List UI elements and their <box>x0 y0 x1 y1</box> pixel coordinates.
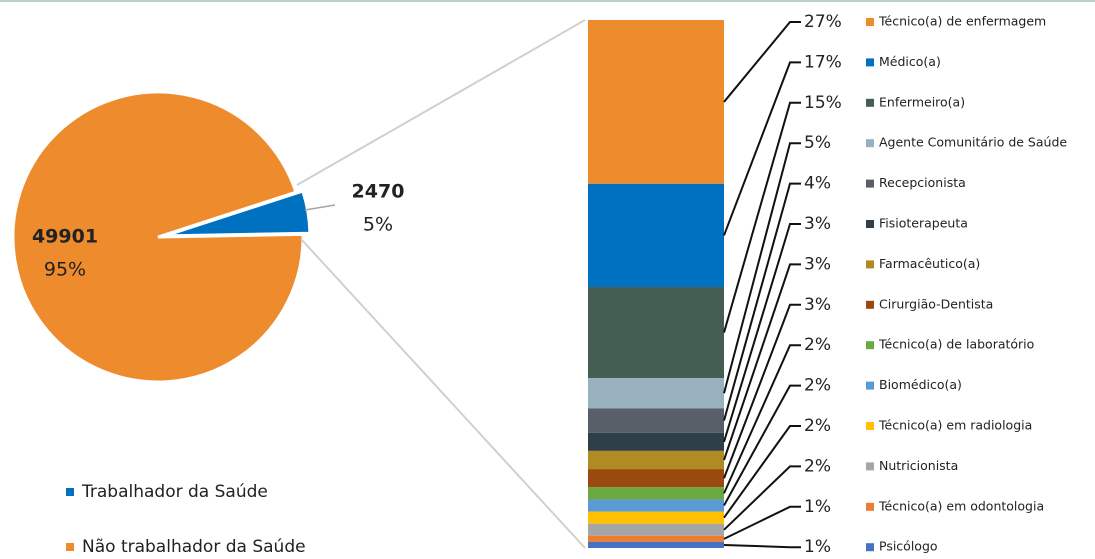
leader-line <box>723 182 801 421</box>
value-label: 1% <box>804 497 831 517</box>
bar-segment <box>588 183 724 288</box>
value-label: 1% <box>804 537 831 557</box>
legend-swatch <box>866 139 874 148</box>
value-label: 2% <box>804 335 831 355</box>
bar-segment <box>588 523 724 536</box>
legend-swatch <box>66 488 74 496</box>
value-label: 17% <box>804 52 842 72</box>
value-label: 3% <box>804 295 831 315</box>
leader-line <box>723 223 801 443</box>
legend-label: Fisioterapeuta <box>879 216 968 231</box>
legend-label: Biomédico(a) <box>879 377 962 392</box>
leader-line <box>723 465 801 531</box>
leader-line <box>723 303 801 479</box>
bar-segment <box>588 287 724 379</box>
legend-swatch <box>66 543 74 551</box>
connector-line <box>296 19 586 186</box>
leader-line <box>723 344 801 494</box>
value-label: 15% <box>804 93 842 113</box>
legend-label: Enfermeiro(a) <box>879 94 965 109</box>
value-label: 4% <box>804 174 831 194</box>
leader-line <box>723 425 801 519</box>
pie-percent-label: 95% <box>44 259 86 281</box>
legend-swatch <box>866 220 874 228</box>
value-label: 5% <box>804 133 831 153</box>
leader-line <box>723 142 801 394</box>
bar-segment <box>588 450 724 470</box>
pie-percent-label: 5% <box>363 214 393 236</box>
legend-label: Não trabalhador da Saúde <box>82 537 306 557</box>
legend-swatch <box>866 381 874 390</box>
legend-swatch <box>866 462 874 471</box>
bar-segment <box>588 511 724 524</box>
value-label: 2% <box>804 416 831 436</box>
value-label: 27% <box>804 12 842 32</box>
leader-line <box>723 505 801 540</box>
leader-line <box>723 61 801 236</box>
pie-value-label: 2470 <box>352 181 405 203</box>
pie-slice <box>164 189 312 238</box>
legend-swatch <box>866 260 874 269</box>
legend-label: Recepcionista <box>879 175 966 190</box>
bar-segment <box>588 487 724 500</box>
legend-swatch <box>866 58 874 67</box>
leader-line <box>723 263 801 461</box>
legend-swatch <box>866 300 874 309</box>
legend-swatch <box>866 179 874 188</box>
bar-segment <box>588 432 724 451</box>
pie-value-label: 49901 <box>32 226 98 248</box>
leader-line <box>723 101 801 333</box>
leader-line <box>723 543 801 549</box>
pie-slice <box>11 90 305 384</box>
connector-line <box>300 238 586 549</box>
legend-label: Técnico(a) em odontologia <box>878 498 1044 513</box>
legend-label: Técnico(a) em radiologia <box>878 418 1032 433</box>
legend-label: Médico(a) <box>879 54 941 69</box>
legend-swatch <box>866 18 874 26</box>
bar-segment <box>588 378 724 409</box>
legend-swatch <box>866 502 874 511</box>
legend-swatch <box>866 98 874 107</box>
value-label: 2% <box>804 456 831 476</box>
legend-label: Nutricionista <box>879 458 958 473</box>
legend-swatch <box>866 543 874 552</box>
value-label: 3% <box>804 254 831 274</box>
legend-label: Agente Comunitário de Saúde <box>879 135 1067 150</box>
legend-label: Cirurgião-Dentista <box>879 296 993 311</box>
legend-label: Psicólogo <box>879 539 938 554</box>
value-label: 2% <box>804 376 831 396</box>
legend-label: Técnico(a) de laboratório <box>878 337 1034 352</box>
bar-segment <box>588 499 724 512</box>
bar-segment <box>588 20 724 184</box>
bar-segment <box>588 408 724 433</box>
value-label: 3% <box>804 214 831 234</box>
legend-swatch <box>866 341 874 350</box>
leader-line <box>723 384 801 506</box>
bar-segment <box>588 535 724 542</box>
legend-label: Farmacêutico(a) <box>879 256 980 271</box>
bar-segment <box>588 541 724 548</box>
legend-swatch <box>866 422 874 430</box>
legend-label: Técnico(a) de enfermagem <box>878 14 1046 29</box>
bar-segment <box>588 469 724 488</box>
leader-line <box>723 21 801 103</box>
leader-line <box>304 204 336 211</box>
legend-label: Trabalhador da Saúde <box>81 482 268 502</box>
